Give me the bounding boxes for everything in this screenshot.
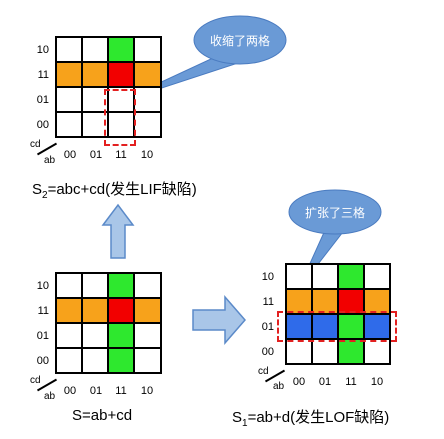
corner-cd-label: cd [258, 366, 269, 377]
col-label: 11 [115, 385, 127, 397]
cell [133, 272, 162, 299]
cell [133, 61, 162, 88]
row-label: 00 [261, 346, 274, 358]
cell [81, 272, 109, 299]
caption-expression: =abc+cd(发生LIF缺陷) [47, 181, 197, 198]
row-label: 11 [37, 69, 49, 81]
col-label: 10 [140, 149, 154, 161]
cell [107, 322, 135, 349]
up-arrow [101, 203, 135, 259]
cell [133, 86, 162, 113]
cell [55, 36, 83, 63]
row-label: 10 [36, 44, 49, 56]
cell [107, 347, 135, 374]
cell [107, 36, 135, 63]
cell [55, 322, 83, 349]
cell [363, 263, 391, 290]
bottom-callout-text: 扩张了三格 [304, 205, 365, 220]
cell [133, 322, 162, 349]
row-label: 01 [36, 94, 49, 106]
cell [285, 263, 313, 290]
corner-cd-label: cd [30, 375, 41, 386]
col-label: 10 [370, 376, 384, 388]
row-label: 10 [36, 280, 49, 292]
cell [81, 36, 109, 63]
cell [81, 297, 109, 324]
cell [81, 322, 109, 349]
col-label: 00 [63, 385, 77, 397]
cell [55, 297, 83, 324]
cell [285, 338, 313, 365]
row-label: 00 [36, 355, 49, 367]
col-label: 01 [89, 149, 103, 161]
dashed-region [104, 89, 136, 146]
top-caption: S2=abc+cd(发生LIF缺陷) [32, 178, 197, 201]
row-label: 00 [36, 119, 49, 131]
right-arrow [192, 294, 246, 346]
bottom-callout-bubble [288, 189, 382, 235]
col-label: 00 [63, 149, 77, 161]
cell [363, 338, 391, 365]
cell [133, 347, 162, 374]
cell [133, 111, 162, 138]
cell [337, 263, 365, 290]
col-label: 10 [140, 385, 154, 397]
corner-ab-label: ab [44, 391, 56, 402]
row-label: 11 [37, 305, 49, 317]
row-label: 11 [262, 296, 274, 308]
caption-sub: 1 [242, 418, 248, 429]
cell [107, 61, 135, 88]
cell [55, 111, 83, 138]
corner-ab-label: ab [273, 381, 285, 392]
corner-cd-label: cd [30, 139, 41, 150]
row-label: 01 [261, 321, 274, 333]
cell [81, 61, 109, 88]
cell [55, 347, 83, 374]
cell [107, 297, 135, 324]
cell [133, 36, 162, 63]
dashed-region [277, 311, 397, 342]
col-label: 01 [318, 376, 332, 388]
bottom-right-caption: S1=ab+d(发生LOF缺陷) [232, 406, 389, 429]
cell [311, 338, 339, 365]
cell [337, 338, 365, 365]
row-label: 01 [36, 330, 49, 342]
col-label: 11 [345, 376, 357, 388]
corner-ab-label: ab [44, 155, 56, 166]
top-callout-bubble [193, 15, 287, 65]
bottom-left-caption: S=ab+cd [72, 407, 133, 424]
col-label: 00 [292, 376, 306, 388]
caption-s: S [32, 181, 43, 198]
cell [311, 263, 339, 290]
col-label: 01 [89, 385, 103, 397]
caption-sub: 2 [42, 190, 48, 201]
cell [55, 86, 83, 113]
row-label: 10 [261, 271, 274, 283]
cell [81, 347, 109, 374]
caption-s: S [232, 409, 243, 426]
cell [55, 272, 83, 299]
top-callout-text: 收缩了两格 [209, 33, 270, 48]
cell [133, 297, 162, 324]
caption-expression: =ab+d(发生LOF缺陷) [247, 409, 390, 426]
cell [55, 61, 83, 88]
col-label: 11 [115, 149, 127, 161]
cell [107, 272, 135, 299]
